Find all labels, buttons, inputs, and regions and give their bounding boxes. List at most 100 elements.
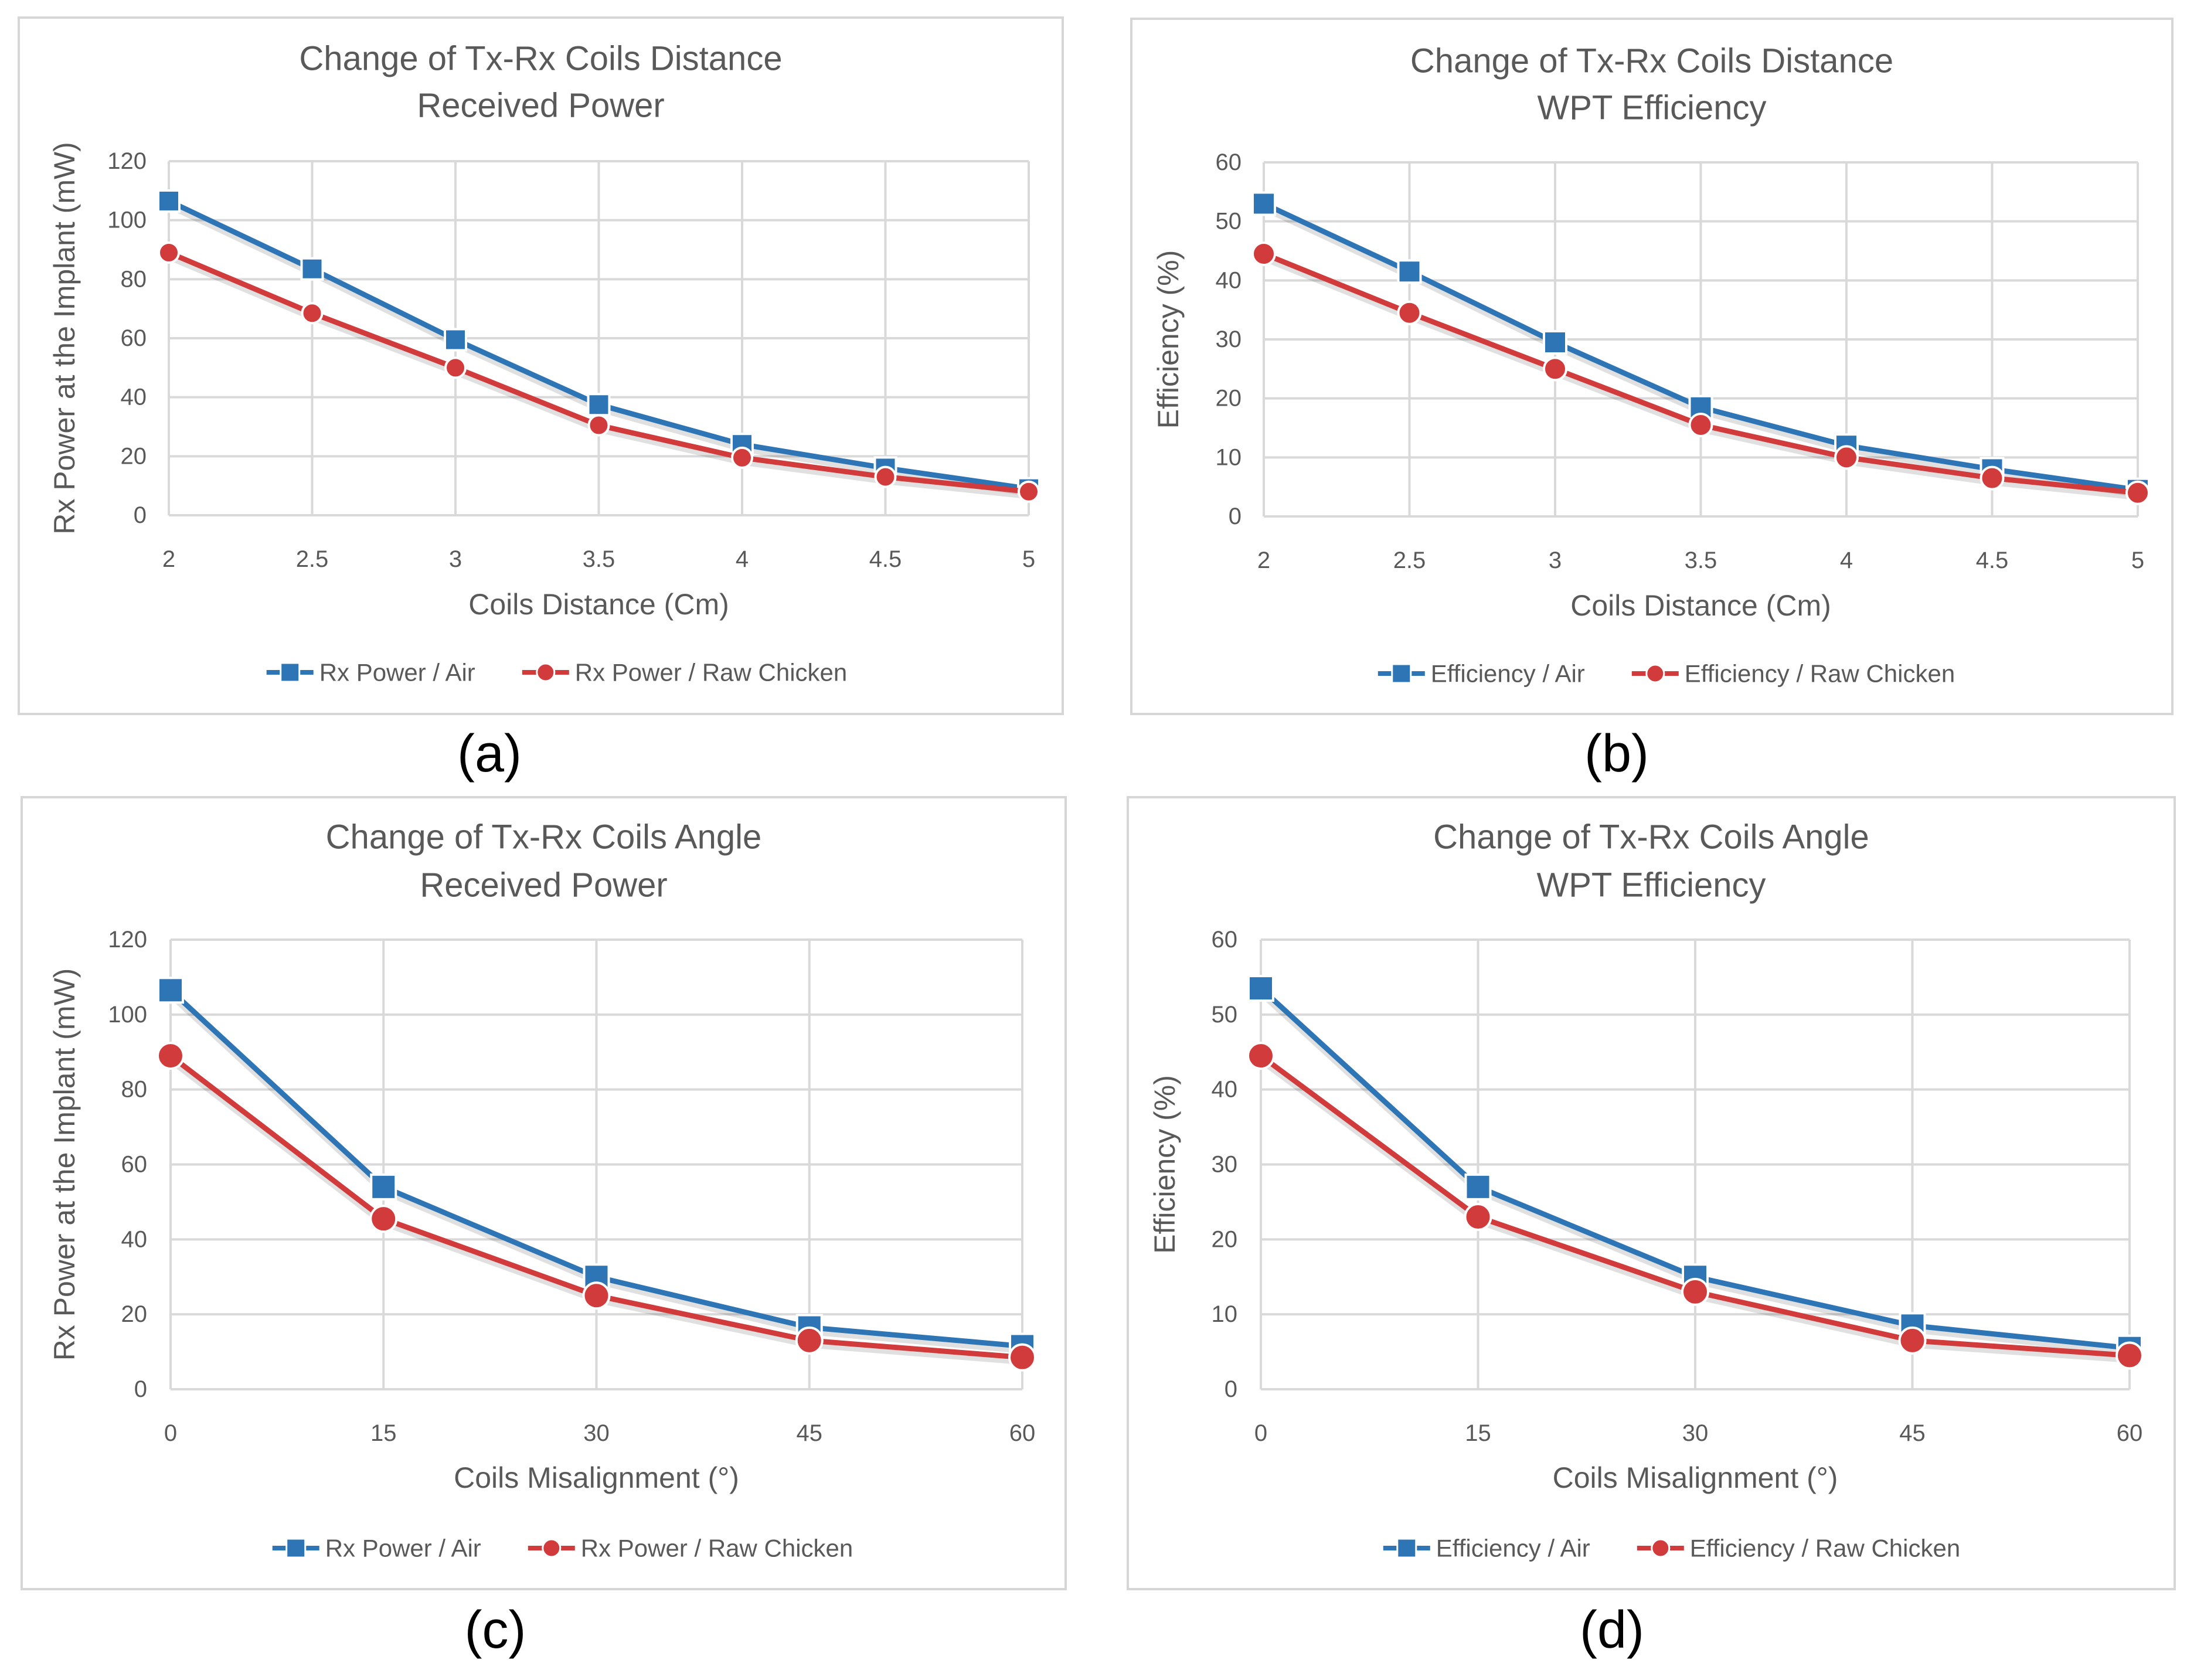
x-tick-label: 4.5	[1976, 547, 2009, 573]
data-point-marker	[1008, 1343, 1036, 1372]
chart-svg-b: Change of Tx-Rx Coils Distance WPT Effici…	[1130, 18, 2174, 715]
x-axis-label: Coils Distance (Cm)	[468, 588, 729, 621]
data-point-marker	[2115, 1341, 2144, 1370]
legend-swatch-marker	[536, 662, 556, 682]
y-tick-label: 100	[108, 1002, 147, 1028]
data-point-marker	[1018, 480, 1040, 503]
data-point-marker	[1688, 412, 1713, 437]
data-point-marker	[1247, 1042, 1275, 1070]
x-tick-label: 0	[164, 1420, 177, 1446]
y-tick-label: 0	[134, 1376, 147, 1402]
chart-svg-d: Change of Tx-Rx Coils Angle WPT Efficienc…	[1127, 796, 2176, 1590]
data-point-marker	[158, 242, 180, 264]
caption-c: (c)	[464, 1601, 526, 1659]
data-point-marker	[1979, 465, 2005, 491]
y-tick-label: 20	[1216, 386, 1242, 412]
x-tick-label: 2.5	[296, 546, 329, 572]
x-tick-label: 60	[1009, 1420, 1036, 1446]
data-point-marker	[874, 465, 897, 488]
legend: Rx Power / Air Rx Power / Raw Chicken	[272, 1535, 853, 1562]
y-axis-label: Rx Power at the Implant (mW)	[48, 142, 81, 535]
y-tick-label: 20	[121, 1301, 148, 1327]
caption-d: (d)	[1580, 1601, 1644, 1659]
data-point-marker	[157, 1042, 185, 1070]
data-point-marker	[1247, 975, 1274, 1002]
y-tick-label: 40	[1212, 1077, 1238, 1103]
legend-label: Efficiency / Raw Chicken	[1690, 1535, 1960, 1562]
x-tick-label: 5	[1022, 546, 1035, 572]
data-point-marker	[587, 393, 611, 417]
chart-title-line-1: Change of Tx-Rx Coils Distance	[1410, 42, 1893, 80]
y-axis-label: Rx Power at the Implant (mW)	[48, 968, 81, 1361]
data-point-marker	[370, 1173, 397, 1201]
data-point-marker	[587, 414, 610, 437]
y-tick-label: 60	[1212, 927, 1238, 953]
chart-title-line-2: WPT Efficiency	[1536, 866, 1766, 904]
data-point-marker	[301, 302, 324, 325]
chart-title-line-2: Received Power	[417, 87, 664, 125]
y-tick-label: 40	[121, 385, 147, 410]
x-tick-label: 30	[583, 1420, 610, 1446]
y-tick-label: 100	[107, 208, 147, 233]
legend-swatch-marker	[1645, 664, 1665, 683]
data-point-marker	[731, 446, 753, 469]
data-point-marker	[1681, 1277, 1709, 1306]
caption-a: (a)	[457, 725, 522, 783]
x-axis-label: Coils Misalignment (°)	[1553, 1461, 1838, 1494]
x-tick-label: 15	[370, 1420, 397, 1446]
x-tick-label: 2.5	[1393, 547, 1426, 573]
x-tick-label: 3	[449, 546, 462, 572]
y-tick-label: 20	[1212, 1226, 1238, 1252]
x-tick-label: 3.5	[583, 546, 615, 572]
x-tick-label: 2	[162, 546, 175, 572]
chart-panel-c: Change of Tx-Rx Coils Angle Received Powe…	[21, 796, 1067, 1590]
legend-swatch-marker	[1651, 1538, 1671, 1558]
legend-swatch-marker	[280, 662, 301, 683]
data-point-marker	[1834, 445, 1859, 470]
data-point-marker	[1464, 1202, 1492, 1231]
series-raw-chicken	[1247, 1042, 2144, 1370]
y-tick-label: 50	[1212, 1002, 1238, 1028]
chart-frame	[1130, 18, 2174, 715]
x-tick-label: 0	[1254, 1420, 1267, 1446]
x-tick-label: 30	[1682, 1420, 1709, 1446]
y-tick-label: 40	[1216, 267, 1242, 293]
legend-label: Rx Power / Air	[325, 1535, 481, 1562]
data-point-marker	[1543, 330, 1567, 355]
data-point-marker	[1397, 300, 1422, 325]
x-tick-label: 60	[2117, 1420, 2143, 1446]
x-tick-label: 3	[1549, 547, 1562, 573]
y-tick-label: 60	[121, 325, 147, 351]
y-tick-label: 80	[121, 1077, 148, 1103]
chart-panel-b: Change of Tx-Rx Coils Distance WPT Effici…	[1130, 18, 2174, 715]
chart-panel-d: Change of Tx-Rx Coils Angle WPT Efficienc…	[1127, 796, 2176, 1590]
y-tick-label: 120	[107, 148, 147, 174]
chart-frame	[18, 16, 1064, 715]
chart-svg-c: Change of Tx-Rx Coils Angle Received Powe…	[21, 796, 1067, 1590]
y-tick-label: 60	[1216, 149, 1242, 175]
y-tick-label: 40	[121, 1226, 148, 1252]
y-tick-label: 20	[121, 443, 147, 469]
series-raw-chicken	[158, 242, 1040, 503]
y-tick-label: 60	[121, 1152, 148, 1178]
caption-b: (b)	[1584, 725, 1649, 783]
y-tick-label: 120	[108, 927, 147, 953]
data-point-marker	[1464, 1173, 1492, 1201]
x-axis-label: Coils Distance (Cm)	[1570, 589, 1831, 622]
legend-swatch-marker	[542, 1538, 562, 1558]
chart-panel-a: Change of Tx-Rx Coils Distance Received P…	[18, 16, 1064, 715]
x-axis-label: Coils Misalignment (°)	[454, 1461, 739, 1494]
data-point-marker	[300, 257, 324, 281]
legend-label: Rx Power / Raw Chicken	[575, 659, 847, 686]
data-point-marker	[1251, 191, 1276, 216]
y-tick-label: 50	[1216, 209, 1242, 234]
legend: Efficiency / Air Efficiency / Raw Chicken	[1383, 1535, 1960, 1562]
x-tick-label: 45	[1899, 1420, 1926, 1446]
legend-label: Efficiency / Air	[1431, 660, 1585, 688]
y-tick-label: 30	[1212, 1152, 1238, 1178]
data-point-marker	[1397, 259, 1422, 284]
x-tick-label: 4.5	[869, 546, 902, 572]
y-tick-label: 30	[1216, 327, 1242, 352]
data-point-marker	[369, 1205, 398, 1233]
chart-title-line-1: Change of Tx-Rx Coils Angle	[1433, 818, 1869, 856]
